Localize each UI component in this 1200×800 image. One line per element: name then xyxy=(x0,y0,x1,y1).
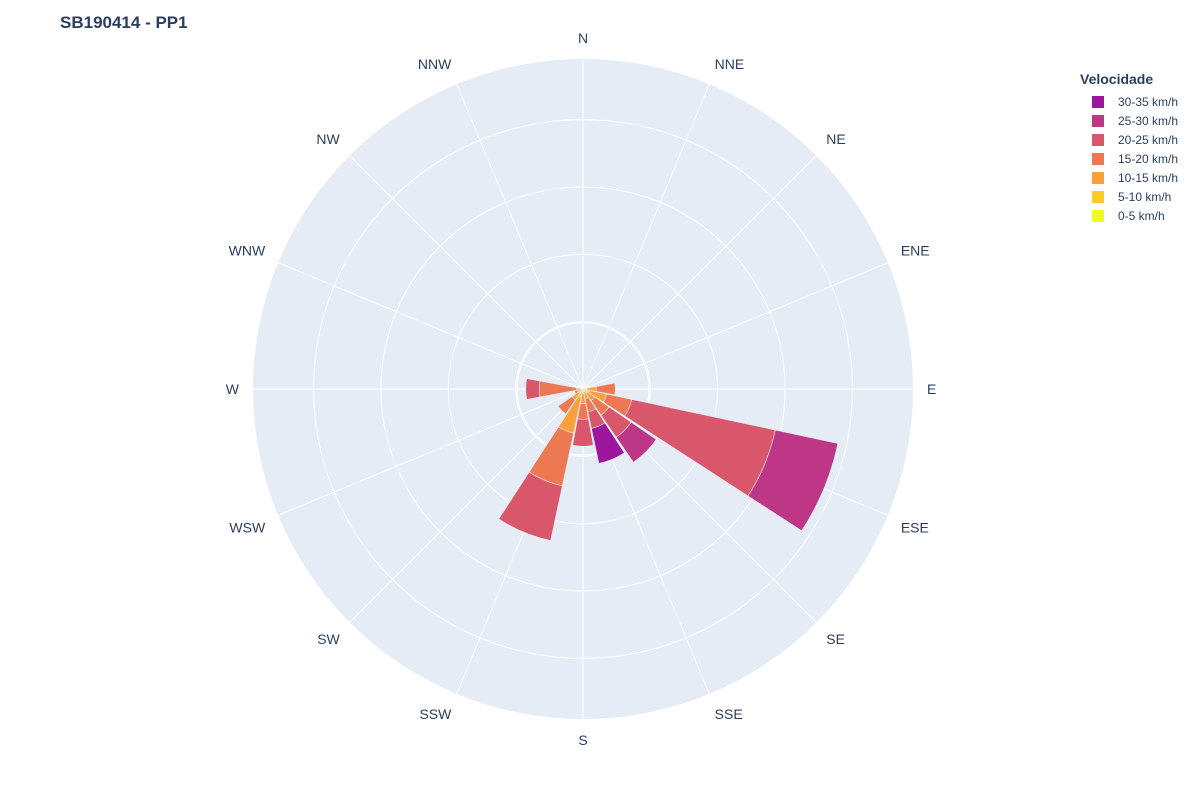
legend-swatch xyxy=(1092,209,1104,222)
direction-label: NNE xyxy=(715,56,745,72)
direction-label: E xyxy=(927,381,936,397)
direction-label: NNW xyxy=(418,56,452,72)
legend-label: 25-30 km/h xyxy=(1118,113,1179,128)
wind-bar-segment[interactable] xyxy=(525,378,541,400)
angular-gridline xyxy=(582,155,817,390)
legend-item[interactable]: 5-10 km/h xyxy=(1080,187,1178,206)
wind-bar-segment[interactable] xyxy=(572,418,594,447)
legend-item[interactable]: 25-30 km/h xyxy=(1080,111,1178,130)
angular-gridline xyxy=(349,155,584,390)
direction-label: W xyxy=(226,381,240,397)
legend-label: 5-10 km/h xyxy=(1118,189,1172,204)
wind-bar-segment[interactable] xyxy=(615,421,657,463)
angular-gridline xyxy=(582,83,710,390)
legend-swatch xyxy=(1092,152,1104,165)
direction-labels: N NNE NE ENE E ESE SE SSE S SSW SW WSW W WNW NW NNW xyxy=(226,30,937,748)
legend-item[interactable]: 20-25 km/h xyxy=(1080,130,1178,149)
legend-label: 15-20 km/h xyxy=(1118,151,1179,166)
legend-swatch xyxy=(1092,190,1104,203)
legend-swatch xyxy=(1092,171,1104,184)
legend-swatch xyxy=(1092,133,1104,146)
legend-item[interactable]: 10-15 km/h xyxy=(1080,168,1178,187)
legend-title: Velocidade xyxy=(1080,71,1154,87)
legend-swatch xyxy=(1092,95,1104,108)
legend-item[interactable]: 0-5 km/h xyxy=(1080,206,1178,225)
angular-gridline xyxy=(456,83,584,390)
legend-item[interactable]: 15-20 km/h xyxy=(1080,149,1178,168)
legend-label: 10-15 km/h xyxy=(1118,170,1179,185)
direction-label: NE xyxy=(826,131,845,147)
direction-label: SSW xyxy=(419,706,452,722)
angular-gridline xyxy=(582,262,889,390)
wind-bar-segment[interactable] xyxy=(557,396,576,415)
legend-label: 30-35 km/h xyxy=(1118,94,1179,109)
direction-label: ENE xyxy=(901,242,930,258)
angular-gridline xyxy=(349,388,584,623)
wind-bars xyxy=(498,378,839,541)
chart-title: SB190414 - PP1 xyxy=(60,13,188,32)
direction-label: SE xyxy=(826,631,845,647)
polar-grid xyxy=(253,59,913,719)
direction-label: NW xyxy=(316,131,340,147)
wind-bar-segment[interactable] xyxy=(498,471,563,541)
direction-label: S xyxy=(578,732,587,748)
wind-bar-segment[interactable] xyxy=(591,422,625,464)
direction-label: N xyxy=(578,30,588,46)
angular-gridline xyxy=(277,262,584,390)
legend-swatch xyxy=(1092,114,1104,127)
wind-bar-segment[interactable] xyxy=(595,382,616,396)
angular-gridline xyxy=(277,388,584,516)
legend-label: 20-25 km/h xyxy=(1118,132,1179,147)
legend-item[interactable]: 30-35 km/h xyxy=(1080,92,1178,111)
wind-bar-segment[interactable] xyxy=(747,429,839,532)
legend-label: 0-5 km/h xyxy=(1118,208,1165,223)
legend: Velocidade 30-35 km/h 25-30 km/h 20-25 km/… xyxy=(1080,71,1178,225)
legend-items: 30-35 km/h 25-30 km/h 20-25 km/h 15-20 km/h… xyxy=(1080,92,1178,225)
direction-label: WNW xyxy=(229,242,266,258)
direction-label: SSE xyxy=(715,706,743,722)
direction-label: WSW xyxy=(229,520,266,536)
direction-label: SW xyxy=(317,631,340,647)
direction-label: ESE xyxy=(901,520,929,536)
